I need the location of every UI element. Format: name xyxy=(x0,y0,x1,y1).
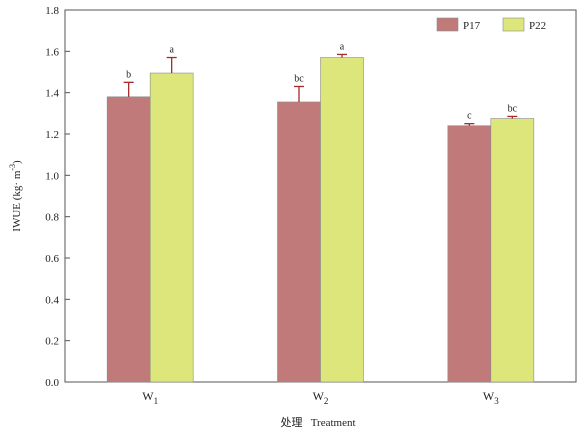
y-tick-label: 1.8 xyxy=(45,5,59,17)
legend: P17 P22 xyxy=(436,17,546,32)
y-tick-label: 1.6 xyxy=(45,46,59,58)
x-axis: W1 W2 W3 xyxy=(142,389,499,406)
y-tick-label: 1.4 xyxy=(45,88,59,100)
bar-p22-w2 xyxy=(320,57,364,383)
y-axis-label: IWUE (kg· m-3) xyxy=(8,160,23,232)
y-tick-label: 0.8 xyxy=(45,212,59,224)
x-axis-label: 处理 Treatment xyxy=(280,416,355,429)
legend-label-p22: P22 xyxy=(529,20,546,32)
legend-swatch-p22 xyxy=(502,17,525,32)
y-tick-label: 1.2 xyxy=(45,129,59,141)
significance-letter: a xyxy=(169,45,174,56)
significance-letter: a xyxy=(340,41,345,52)
bar-p17-w2 xyxy=(277,101,321,383)
legend-swatch-p17 xyxy=(436,17,459,32)
bars-group: b a bc a c bc xyxy=(106,41,535,383)
y-tick-label: 0.0 xyxy=(45,377,59,389)
y-tick-label: 0.4 xyxy=(45,294,59,306)
bar-p17-w1 xyxy=(106,96,151,383)
bar-p22-w3 xyxy=(490,118,535,383)
significance-letter: bc xyxy=(294,73,304,84)
y-tick-label: 0.2 xyxy=(45,336,59,348)
y-tick-label: 0.6 xyxy=(45,253,59,265)
significance-letter: c xyxy=(467,111,472,122)
x-tick-label: W1 xyxy=(142,389,158,406)
x-tick-label: W3 xyxy=(483,389,499,406)
y-tick-label: 1.0 xyxy=(45,170,59,182)
bar-p17-w3 xyxy=(447,125,492,383)
bar-p22-w1 xyxy=(149,72,194,383)
x-tick-label: W2 xyxy=(313,389,329,406)
significance-letter: b xyxy=(126,69,131,80)
legend-label-p17: P17 xyxy=(463,20,481,32)
significance-letter: bc xyxy=(508,103,518,114)
y-axis: 0.0 0.2 0.4 0.6 0.8 1.0 1.2 1.4 1.6 1.8 xyxy=(45,5,70,389)
